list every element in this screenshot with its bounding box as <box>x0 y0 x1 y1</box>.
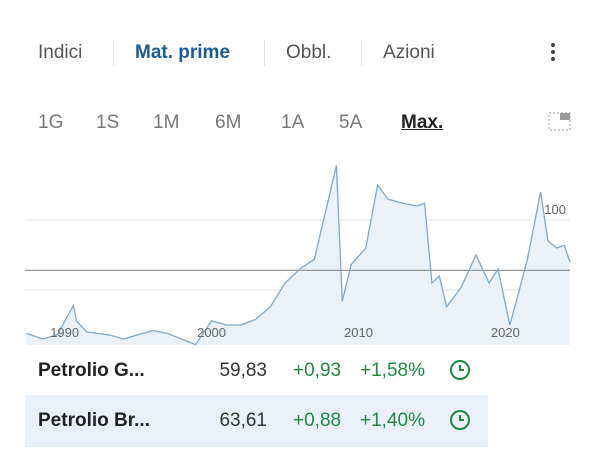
range-button[interactable]: Max. <box>401 112 444 133</box>
x-tick-label: 2010 <box>344 325 373 340</box>
tab[interactable]: Azioni <box>383 42 435 63</box>
range-button[interactable]: 1A <box>281 112 305 133</box>
x-tick-label: 2000 <box>197 325 226 340</box>
x-tick-label: 1990 <box>50 325 79 340</box>
expand-icon[interactable] <box>548 112 572 132</box>
area <box>26 165 570 345</box>
price: 63,61 <box>219 410 267 431</box>
clock-icon <box>450 410 470 430</box>
change-percent: +1,58% <box>360 360 425 381</box>
change-percent: +1,40% <box>360 410 425 431</box>
range-button[interactable]: 6M <box>215 112 242 133</box>
separator <box>361 40 362 66</box>
quote-row[interactable]: Petrolio Br... 63,61 +0,88 +1,40% <box>25 395 488 447</box>
instrument-name: Petrolio Br... <box>38 410 150 431</box>
range-button[interactable]: 5A <box>339 112 363 133</box>
change: +0,88 <box>293 410 342 431</box>
tab[interactable]: Mat. prime <box>135 42 231 63</box>
change: +0,93 <box>293 360 342 381</box>
range-button[interactable]: 1S <box>96 112 120 133</box>
separator <box>264 40 265 66</box>
clock-icon <box>450 360 470 380</box>
separator <box>113 40 114 66</box>
chart: 501001990200020102020 <box>25 165 571 346</box>
price-line <box>26 165 571 346</box>
menu-icon[interactable] <box>545 40 561 64</box>
y-tick-label: 100 <box>544 202 566 217</box>
range-button[interactable]: 1M <box>153 112 180 133</box>
tab[interactable]: Obbl. <box>286 42 332 63</box>
instrument-name: Petrolio G... <box>38 360 145 381</box>
quote-row[interactable]: Petrolio G... 59,83 +0,93 +1,58% <box>25 345 488 397</box>
price: 59,83 <box>219 360 267 381</box>
x-tick-label: 2020 <box>491 325 520 340</box>
tab[interactable]: Indici <box>38 42 83 63</box>
range-button[interactable]: 1G <box>38 112 64 133</box>
